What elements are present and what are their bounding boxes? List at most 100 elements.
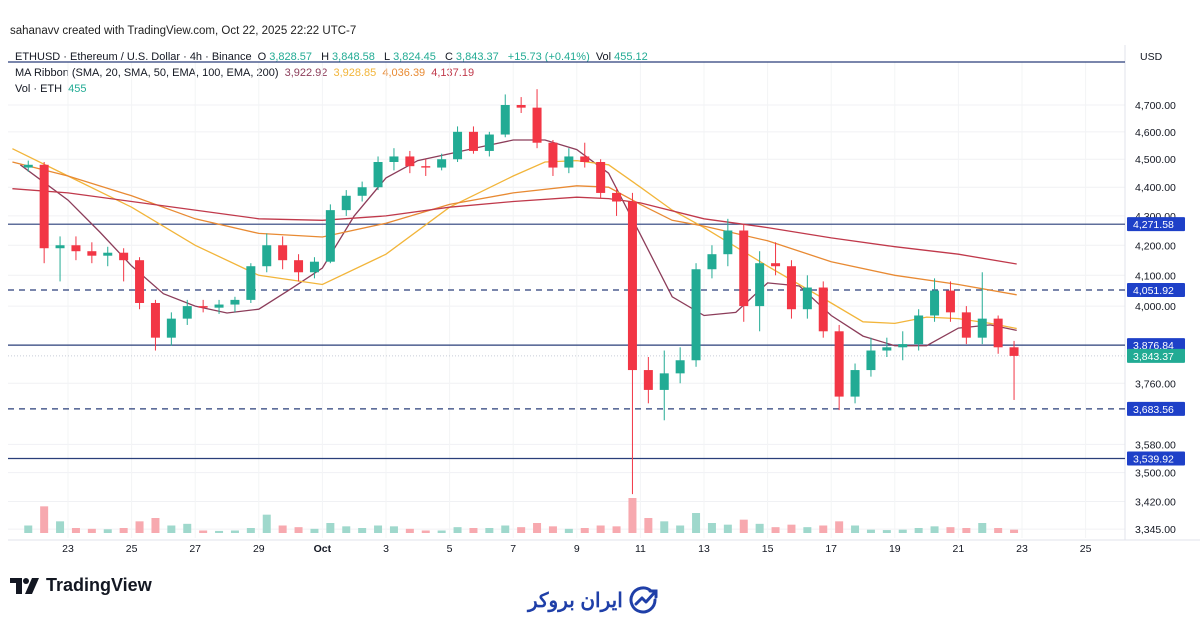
candle-body [119, 252, 129, 261]
volume-bar [994, 528, 1003, 533]
price-tick-label: 3,345.00 [1135, 524, 1176, 536]
level-price-tag-bg [1127, 283, 1185, 298]
volume-bar [167, 525, 176, 533]
candle-body [262, 245, 272, 267]
symbol-title[interactable]: ETHUSD · Ethereum / U.S. Dollar · 4h · B… [15, 51, 252, 63]
candle-body [898, 344, 908, 348]
candle-body [643, 370, 653, 390]
volume-bar [151, 518, 160, 533]
volume-bar [580, 528, 589, 533]
candle-body [802, 287, 812, 310]
candle-body [834, 331, 844, 397]
level-price-tag-bg [1127, 451, 1185, 466]
horizontal-levels[interactable] [8, 223, 1125, 460]
candle-body [564, 156, 574, 168]
price-tick-label: 3,580.00 [1135, 439, 1176, 451]
high-value: 3,848.58 [332, 51, 375, 63]
price-tick-label: 4,100.00 [1135, 270, 1176, 282]
candle-body [484, 134, 494, 151]
volume-bar [437, 530, 446, 533]
ema100-line [12, 161, 1017, 296]
sma50-value: 3,928.85 [333, 67, 377, 79]
candle-body [198, 306, 208, 308]
symbol-legend: ETHUSD · Ethereum / U.S. Dollar · 4h · B… [15, 51, 654, 63]
volume-value: 455.12 [614, 51, 648, 63]
volume-bar [946, 527, 955, 533]
candle-body [516, 105, 526, 108]
time-tick-label: 29 [253, 543, 265, 555]
volume-bar [421, 530, 430, 533]
ma-ribbon-title[interactable]: MA Ribbon (SMA, 20, SMA, 50, EMA, 100, E… [15, 67, 279, 79]
volume-bar [326, 523, 335, 533]
price-tick-label: 3,760.00 [1135, 378, 1176, 390]
volume-bar [692, 513, 701, 533]
candle-body [707, 254, 717, 270]
candle-body [675, 360, 685, 374]
volume-title[interactable]: Vol · ETH [15, 83, 63, 95]
volume-bar [771, 527, 780, 533]
level-price-tag: 3,683.56 [1133, 404, 1174, 416]
volume-bar [230, 530, 239, 533]
price-tick-label: 4,700.00 [1135, 100, 1176, 112]
candle-body [818, 287, 828, 332]
time-tick-label: 23 [1016, 543, 1028, 555]
volume-bar [40, 506, 49, 533]
volume-bar [56, 521, 65, 533]
level-price-tag: 4,051.92 [1133, 285, 1174, 297]
volume-bar [851, 525, 860, 533]
volume-bar [835, 521, 844, 533]
candle-body [739, 230, 749, 307]
candle-body [278, 245, 288, 261]
volume-bar [533, 523, 542, 533]
volume-bar [644, 518, 653, 533]
price-tick-label: 3,500.00 [1135, 468, 1176, 480]
volume-bar [215, 530, 224, 533]
growth-chart-icon [629, 586, 658, 614]
volume-bar [517, 527, 526, 533]
volume-bar [676, 525, 685, 533]
candle-body [294, 260, 304, 273]
volume-bar [358, 528, 367, 533]
sma20-value: 3,922.92 [284, 67, 328, 79]
candle-body [166, 318, 176, 338]
candle-body [453, 131, 463, 160]
candle-body [771, 263, 781, 267]
time-tick-label: 23 [62, 543, 74, 555]
candle-body [214, 304, 224, 308]
volume-bar [135, 521, 144, 533]
volume-bar [723, 524, 732, 533]
candle-body [596, 162, 606, 193]
price-chart[interactable]: USD4,700.004,600.004,500.004,400.004,300… [0, 0, 1200, 570]
candle-body [373, 162, 383, 188]
grid [8, 45, 1200, 541]
close-value: 3,843.37 [455, 51, 499, 63]
volume-bar [310, 528, 319, 533]
last-price-tag-bg [1127, 348, 1185, 363]
volume-indicator-value: 455 [68, 83, 87, 95]
candle-body [945, 290, 955, 313]
volume-bar [374, 525, 383, 533]
volume-bar [389, 526, 398, 533]
candle-body [930, 290, 940, 316]
volume-bar [405, 528, 414, 533]
candle-body [691, 269, 701, 361]
volume-bars [24, 498, 1019, 533]
volume-label: Vol [595, 51, 612, 63]
candle-body [580, 156, 590, 163]
volume-bar [469, 528, 478, 533]
volume-bar [755, 523, 764, 533]
candle-body [532, 107, 542, 143]
time-axis[interactable]: 23 25 27 29 Oct 3 5 7 9 11 13 15 17 19 21 23 25 [62, 543, 1091, 555]
ema200-line [12, 188, 1017, 265]
volume-bar [866, 529, 875, 533]
time-tick-label: 11 [635, 543, 646, 555]
candle-body [309, 261, 319, 273]
candle-body [961, 312, 971, 338]
price-tick-label: 4,200.00 [1135, 240, 1176, 252]
candle-body [103, 252, 113, 256]
time-tick-label: 3 [383, 543, 389, 555]
volume-bar [183, 523, 192, 533]
level-price-tag: 4,271.58 [1133, 219, 1174, 231]
candle-body [627, 201, 637, 371]
volume-bar [485, 528, 494, 533]
